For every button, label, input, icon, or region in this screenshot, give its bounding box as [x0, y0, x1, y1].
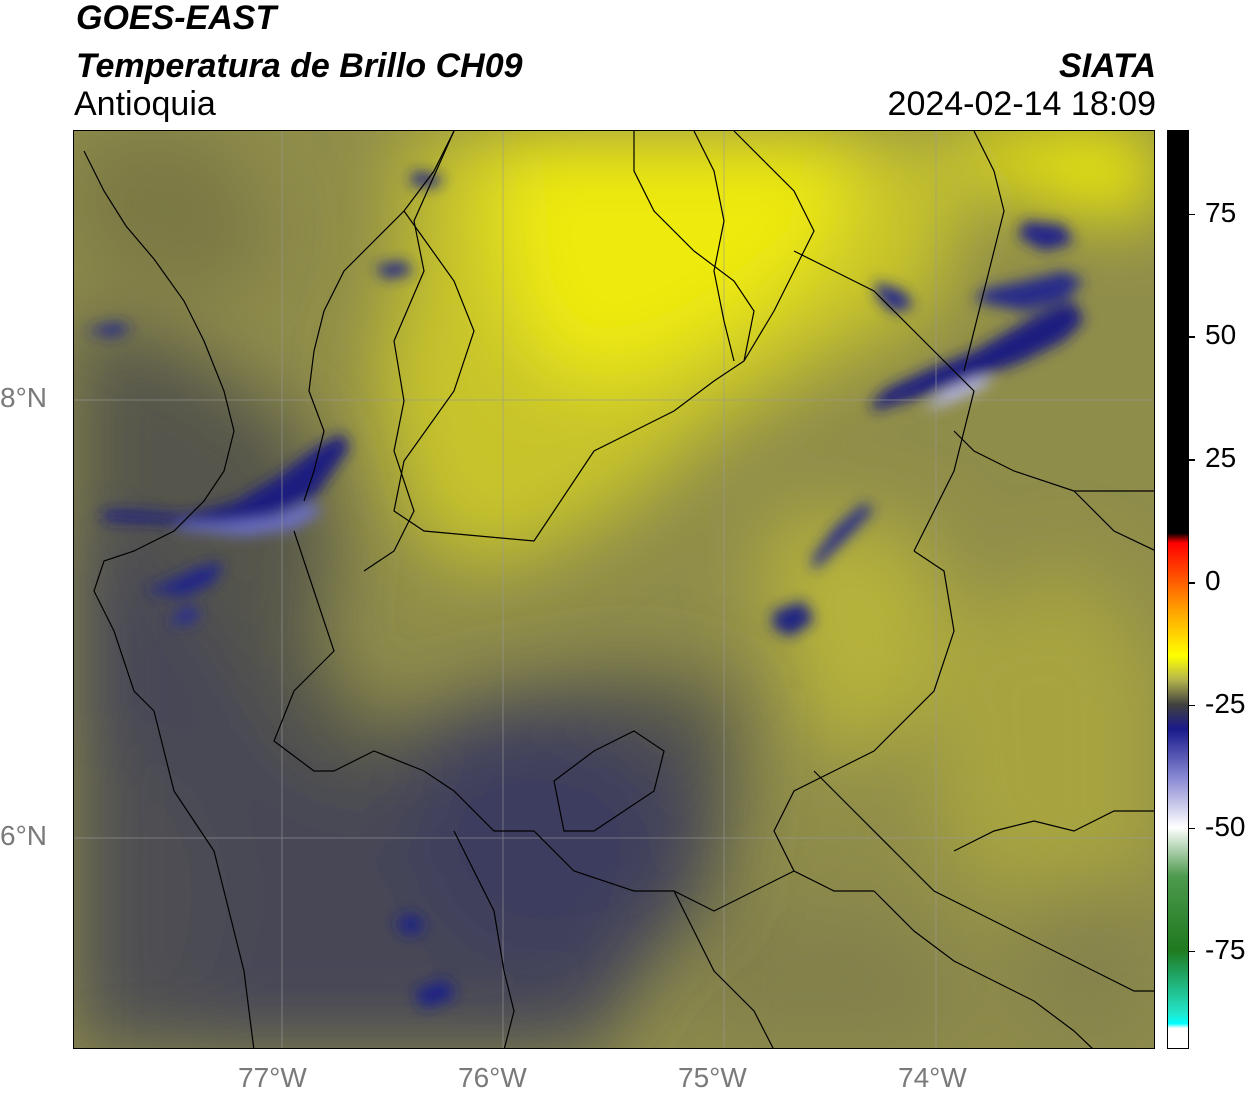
- risaralda-border: [453, 830, 515, 1048]
- colorbar-tick: [1189, 336, 1195, 338]
- colorbar-tick: [1189, 213, 1195, 216]
- caldas-border: [333, 750, 795, 912]
- lon-label-76w: 76°W: [458, 1062, 527, 1093]
- colorbar-tick: [1189, 582, 1195, 584]
- colorbar-label: 0: [1205, 565, 1221, 597]
- subtitle-region: Antioquia: [74, 85, 216, 123]
- magdalena-river: [693, 131, 735, 362]
- administrative-borders: [83, 131, 1154, 1048]
- colorbar-label: 75: [1205, 196, 1237, 228]
- temperature-colorbar: [1167, 130, 1189, 1049]
- satellite-map[interactable]: [73, 130, 1155, 1049]
- enclave-border: [553, 730, 665, 832]
- title-satellite: GOES-EAST: [76, 0, 277, 37]
- boyaca-border: [953, 430, 1154, 492]
- dark-gray-region: [74, 131, 734, 1048]
- colorbar-tick: [1189, 459, 1195, 461]
- choco-border: [273, 530, 335, 772]
- cold-cloud-tops: [84, 171, 1084, 1009]
- agency-label: SIATA: [1059, 47, 1156, 85]
- colorbar-tick: [1189, 704, 1195, 707]
- coastline-uraba: [303, 131, 455, 502]
- gridlines: [74, 131, 1154, 1048]
- colorbar-label: -50: [1205, 810, 1246, 842]
- antioquia-border-north: [363, 131, 455, 572]
- boyaca-border-2: [873, 890, 1093, 1048]
- colorbar-tick: [1189, 827, 1195, 830]
- cordoba-border: [393, 131, 755, 542]
- cesar-border: [963, 131, 1005, 372]
- warm-yellow-region: [374, 131, 1154, 1048]
- cundinamarca-border: [813, 770, 1154, 992]
- lat-label-8n: 8°N: [0, 382, 47, 413]
- colorbar-label: 50: [1205, 319, 1237, 351]
- brightness-temperature-field: [74, 131, 1154, 1048]
- lon-label-77w: 77°W: [238, 1062, 307, 1093]
- santander-border: [773, 550, 955, 892]
- colorbar-label: -75: [1205, 933, 1246, 965]
- bolivar-border-2: [793, 250, 975, 552]
- title-product: Temperatura de Brillo CH09: [76, 47, 523, 85]
- colorbar-tick: [1189, 950, 1195, 953]
- lon-label-74w: 74°W: [898, 1062, 967, 1093]
- colorbar-label: 25: [1205, 442, 1237, 474]
- coastline-west: [83, 150, 255, 1048]
- lon-label-75w: 75°W: [678, 1062, 747, 1093]
- colorbar-label: -25: [1205, 687, 1246, 719]
- meta-border: [953, 810, 1154, 852]
- lat-label-6n: 6°N: [0, 820, 47, 851]
- timestamp-label: 2024-02-14 18:09: [887, 85, 1156, 123]
- santander-border-2: [1073, 490, 1154, 551]
- bolivar-border: [733, 131, 815, 362]
- tolima-border: [673, 890, 774, 1048]
